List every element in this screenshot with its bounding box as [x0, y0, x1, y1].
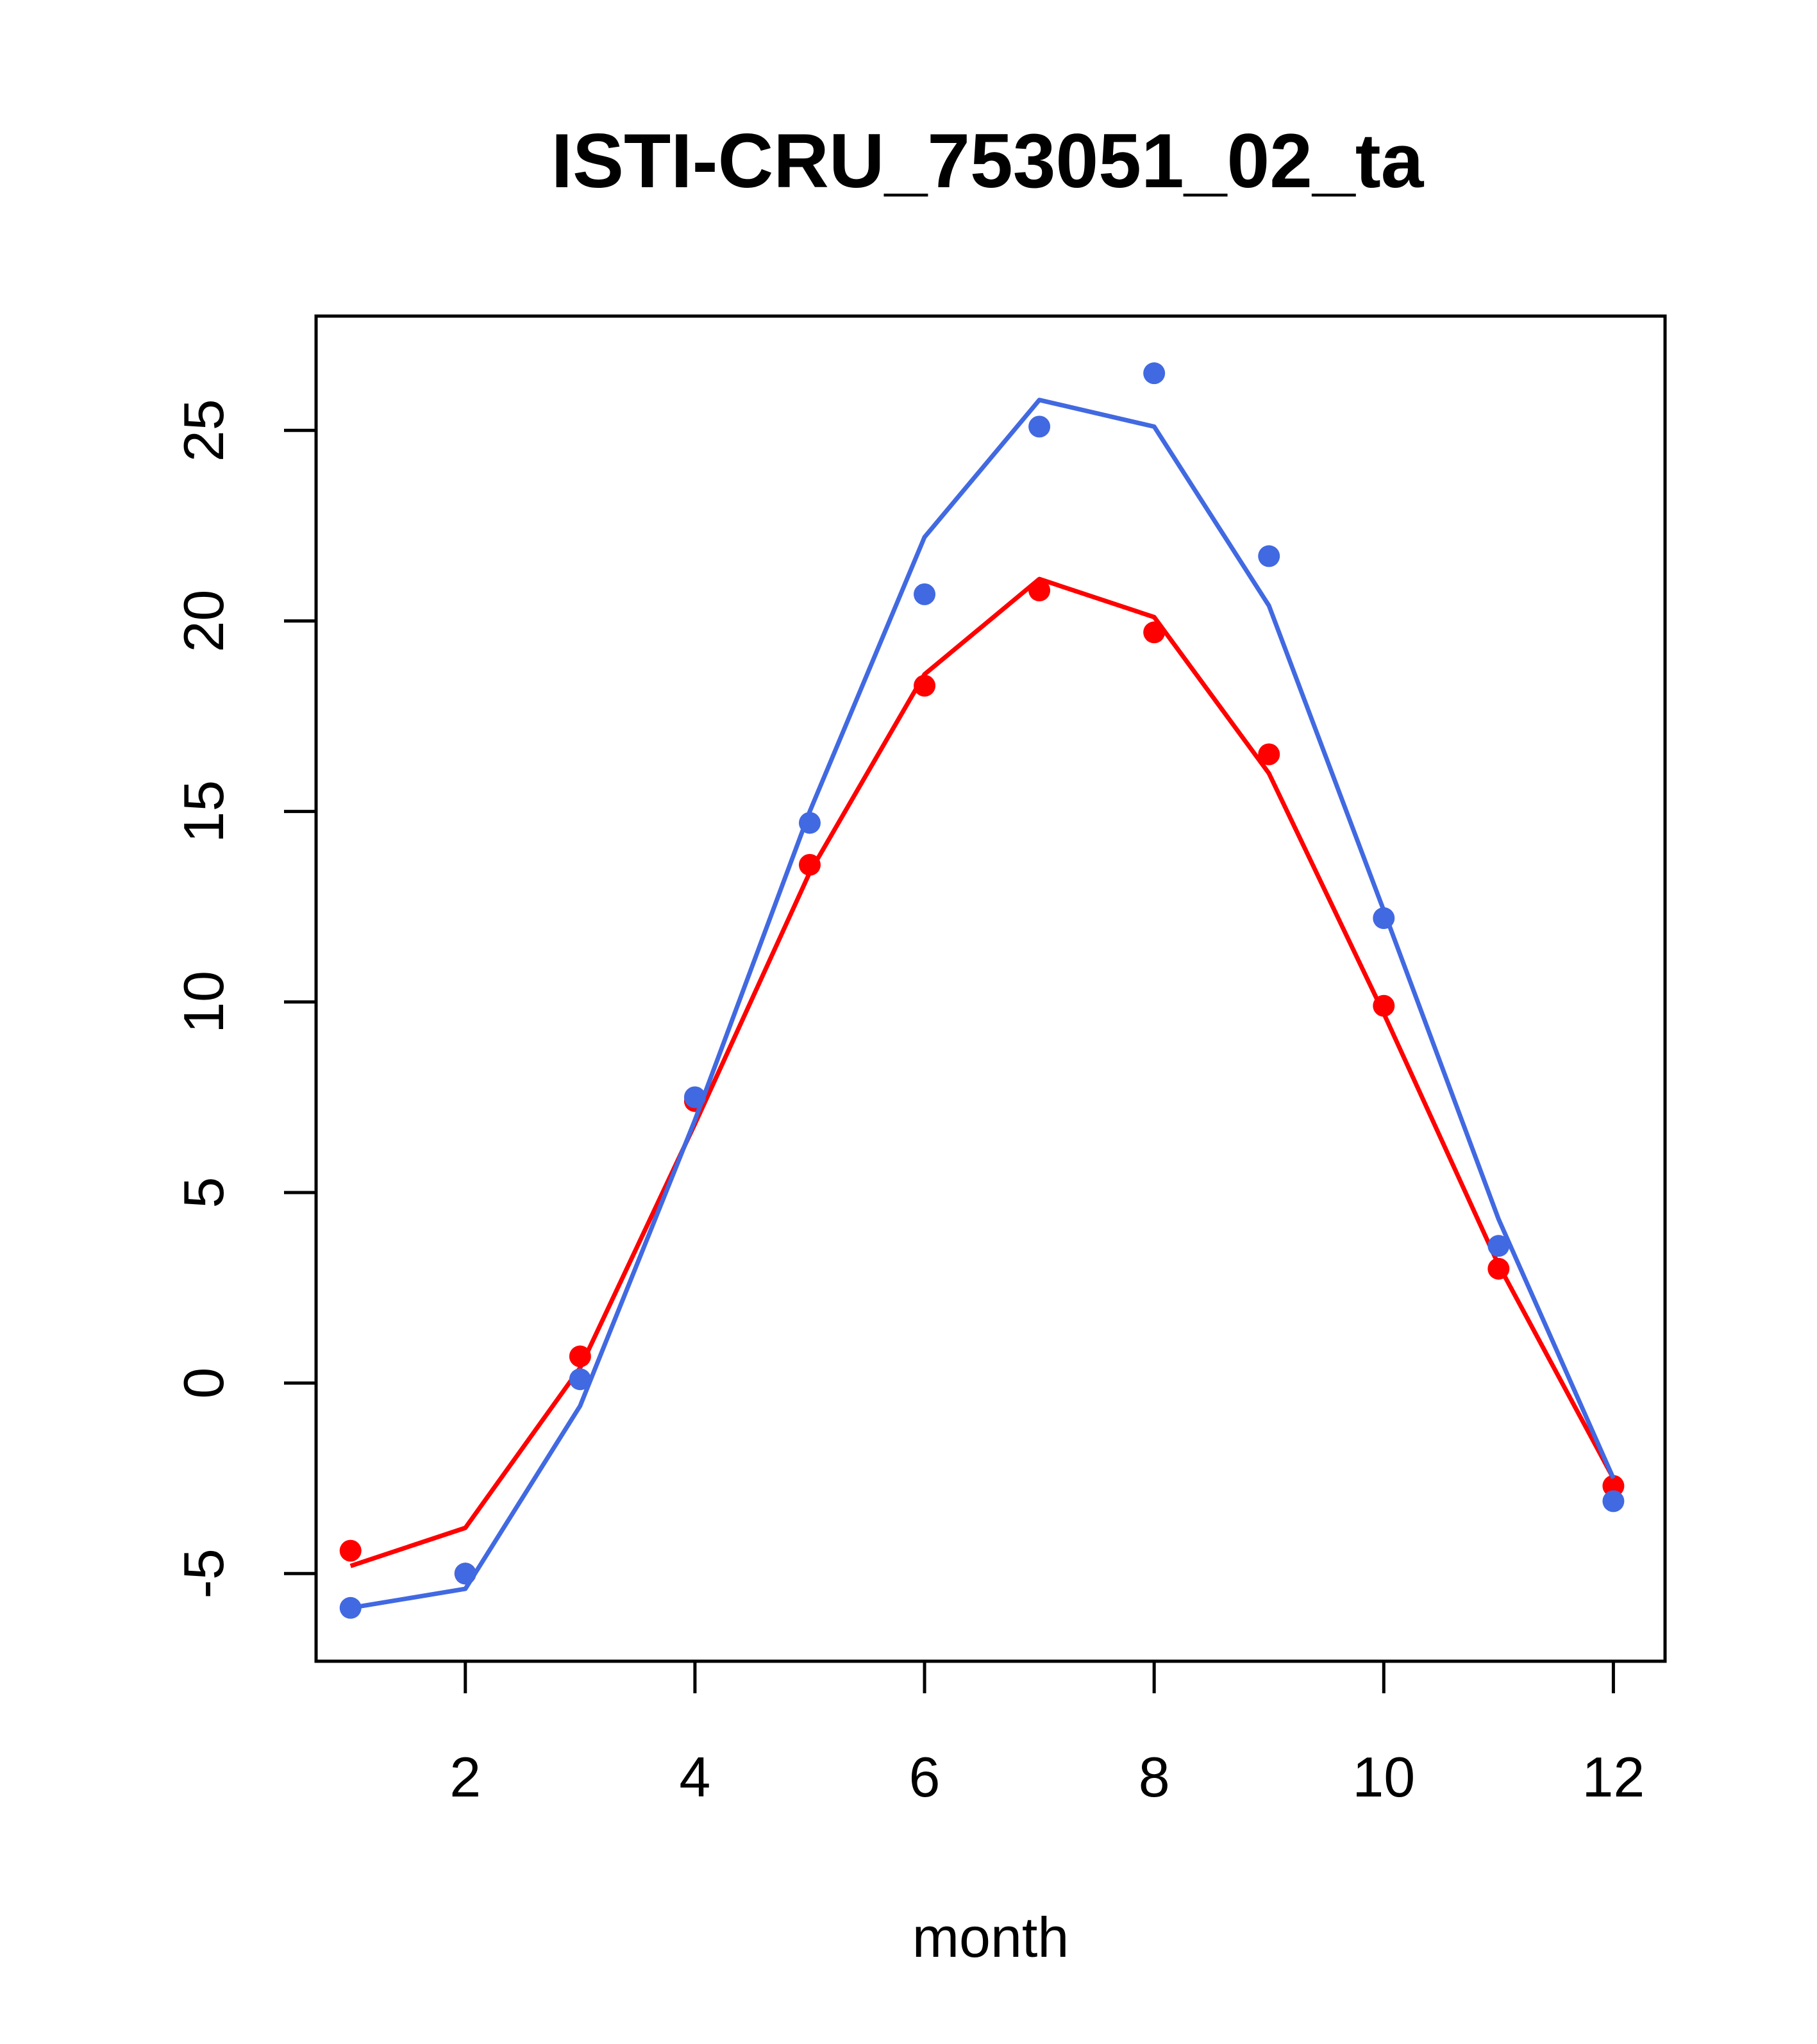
y-tick-label: 5: [172, 1177, 235, 1208]
x-tick-label: 6: [909, 1745, 941, 1809]
plot-frame: [314, 314, 1667, 1663]
series-1-point: [1602, 1475, 1625, 1497]
y-tick-label: 10: [172, 971, 235, 1034]
series-2-point: [569, 1368, 591, 1391]
series-1-point: [1487, 1257, 1510, 1280]
y-axis: -5 0 5 10 15 20 25: [172, 399, 316, 1598]
series-1-point: [1258, 743, 1280, 766]
series-2-point: [1028, 415, 1051, 438]
x-tick-label: 4: [679, 1745, 710, 1809]
x-tick-label: 10: [1352, 1745, 1415, 1809]
series-1-point: [339, 1539, 362, 1562]
series-1-point: [1028, 579, 1051, 601]
series-1-point: [914, 674, 936, 697]
y-tick-label: 20: [172, 590, 235, 653]
series-2-point: [798, 812, 821, 834]
x-axis: 2 4 6 8 10 12: [449, 1661, 1645, 1809]
x-tick-label: 2: [449, 1745, 481, 1809]
chart-title: ISTI-CRU_753051_02_ta: [551, 118, 1425, 204]
series-1-point: [1373, 994, 1395, 1017]
y-tick-label: -5: [172, 1548, 235, 1598]
series-2-point: [914, 583, 936, 605]
series-1-line: [349, 576, 1616, 1568]
x-tick-label: 8: [1139, 1745, 1170, 1809]
series-1-point: [798, 853, 821, 876]
series-1-point: [569, 1345, 591, 1368]
y-tick-label: 0: [172, 1368, 235, 1399]
series-2-point: [1487, 1235, 1510, 1257]
series-1-point: [1143, 621, 1166, 644]
series-2: [339, 362, 1625, 1619]
series-2-point: [454, 1562, 476, 1585]
series-2-point: [1373, 907, 1395, 930]
x-axis-label: month: [912, 1906, 1069, 1969]
series-2-point: [339, 1596, 362, 1619]
series-2-line: [350, 398, 1616, 1611]
y-tick-label: 25: [172, 399, 235, 462]
series-2-point: [1258, 545, 1280, 567]
series-2-point: [1143, 362, 1166, 385]
series-1: [339, 576, 1625, 1585]
y-tick-label: 15: [172, 780, 235, 843]
series-2-point: [1602, 1490, 1625, 1512]
series-2-point: [683, 1086, 706, 1109]
series-layer: [339, 362, 1625, 1619]
x-tick-label: 12: [1582, 1745, 1645, 1809]
